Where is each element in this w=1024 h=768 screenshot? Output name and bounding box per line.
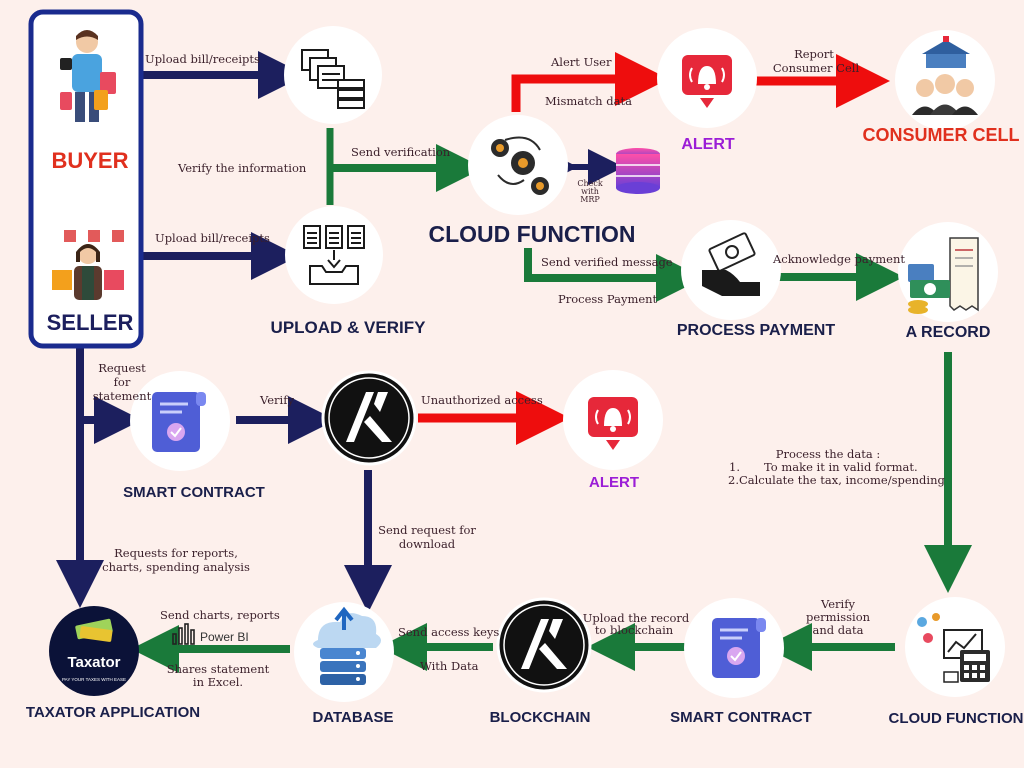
label-send-request-2: download	[399, 537, 456, 551]
edge-labels: Upload bill/receipts Upload bill/receipt…	[93, 47, 946, 689]
cloud-function-bottom-node[interactable]: CLOUD FUNCTION	[889, 597, 1024, 727]
label-process-data-1-num: 1.	[729, 460, 740, 474]
label-alert-user: Alert User	[550, 55, 612, 69]
label-request-2: for	[114, 375, 131, 389]
files-database-icon	[301, 49, 365, 109]
algorand-logo-icon-bottom	[521, 619, 567, 669]
buyer-label: BUYER	[51, 148, 128, 173]
label-requests-reports-1: Requests for reports,	[114, 546, 238, 560]
payment-hand-icon	[702, 232, 760, 296]
power-bi-badge: Power BI	[172, 623, 249, 645]
label-check: Check	[577, 179, 602, 188]
upload-docs-node[interactable]	[284, 26, 382, 124]
label-verify-perm-1: Verify	[820, 597, 855, 611]
label-send-access: Send access keys	[398, 625, 499, 639]
label-verify-info: Verify the information	[177, 161, 307, 175]
alert-top-label: ALERT	[681, 136, 735, 153]
process-payment-circle	[681, 220, 781, 320]
label-process-data-1: To make it in valid format.	[764, 460, 918, 474]
cloud-function-top-node[interactable]: CLOUD FUNCTION	[429, 115, 636, 247]
alert-mid-label: ALERT	[589, 474, 639, 491]
database-label: DATABASE	[312, 709, 393, 726]
label-ack-payment: Acknowledge payment	[772, 252, 905, 266]
blockchain-mid-node[interactable]	[321, 370, 417, 466]
taxator-application-node[interactable]: Taxator PAY YOUR TAXES WITH EASE TAXATOR…	[26, 606, 200, 721]
smart-contract-bottom-label: SMART CONTRACT	[670, 709, 812, 726]
bell-alert-icon-mid	[588, 397, 638, 450]
contract-scroll-icon	[152, 392, 206, 452]
government-building-icon	[912, 36, 978, 115]
taxator-tagline: PAY YOUR TAXES WITH EASE	[62, 677, 126, 682]
a-record-node[interactable]: A RECORD	[898, 222, 998, 341]
label-request-3: statement	[93, 389, 152, 403]
label-upload-buyer: Upload bill/receipts	[145, 52, 260, 66]
label-report-1: Report	[794, 47, 834, 61]
label-upload-record-2: to blockchain	[595, 623, 674, 637]
blockchain-bottom-label: BLOCKCHAIN	[490, 709, 591, 726]
arrow-alert-user	[511, 52, 669, 112]
process-payment-label: PROCESS PAYMENT	[677, 322, 835, 339]
label-upload-record-1: Upload the record	[583, 611, 690, 625]
bell-alert-icon	[682, 55, 732, 108]
label-send-charts: Send charts, reports	[160, 608, 280, 622]
label-unauthorized: Unauthorized access	[421, 393, 543, 407]
buyer-icon	[60, 30, 116, 122]
cloud-function-top-label: CLOUD FUNCTION	[429, 221, 636, 247]
label-requests-reports-2: charts, spending analysis	[102, 560, 250, 574]
label-verify-perm-2: permission	[806, 610, 871, 624]
power-bi-label: Power BI	[200, 630, 249, 644]
buyer-node[interactable]: BUYER	[37, 26, 137, 173]
taxator-money-icon	[75, 618, 113, 642]
document-upload-icon	[303, 225, 365, 285]
taxator-application-label: TAXATOR APPLICATION	[26, 704, 200, 721]
label-upload-seller: Upload bill/receipts	[155, 231, 270, 245]
label-verify-perm-3: and data	[813, 623, 864, 637]
process-payment-node[interactable]: PROCESS PAYMENT	[677, 220, 835, 339]
taxator-logo-text: Taxator	[67, 654, 120, 671]
receipt-money-icon	[908, 237, 979, 314]
alert-mid-node[interactable]: ALERT	[563, 370, 663, 491]
cloud-database-icon	[313, 606, 381, 685]
blockchain-bottom-node[interactable]: BLOCKCHAIN	[490, 597, 592, 726]
arrow-send-verified	[524, 248, 704, 302]
consumer-cell-label: CONSUMER CELL	[863, 125, 1020, 145]
label-send-request-1: Send request for	[378, 523, 476, 537]
upload-verify-label: UPLOAD & VERIFY	[271, 318, 427, 337]
label-mrp: MRP	[580, 195, 600, 204]
contract-scroll-icon-bottom	[712, 618, 766, 678]
label-shares-2: in Excel.	[193, 675, 243, 689]
power-bi-icon	[172, 623, 195, 645]
upload-verify-node[interactable]: UPLOAD & VERIFY	[271, 206, 427, 337]
label-mismatch: Mismatch data	[545, 94, 632, 108]
mrp-database-icon	[616, 148, 660, 194]
label-verify: Verify	[259, 393, 294, 407]
database-node[interactable]: DATABASE	[294, 602, 394, 726]
label-report-2: Consumer Cell	[773, 61, 860, 75]
connectors	[56, 51, 972, 673]
consumer-cell-node[interactable]: CONSUMER CELL	[863, 30, 1020, 145]
smart-contract-left-node[interactable]: SMART CONTRACT	[123, 371, 265, 501]
label-send-verification: Send verification	[351, 145, 451, 159]
label-process-data-2: 2.Calculate the tax, income/spending	[728, 473, 945, 487]
label-request-1: Request	[98, 361, 146, 375]
alert-top-node[interactable]: ALERT	[657, 28, 757, 153]
algorand-logo-icon	[346, 392, 392, 442]
label-process-payment: Process Payment	[558, 292, 658, 306]
cloud-function-bottom-label: CLOUD FUNCTION	[889, 710, 1024, 727]
label-process-data-title: Process the data :	[776, 447, 881, 461]
label-send-verified: Send verified message	[541, 255, 673, 269]
seller-node[interactable]: SELLER	[38, 206, 138, 335]
label-with: with	[581, 187, 599, 196]
taxator-circle	[49, 606, 139, 696]
a-record-label: A RECORD	[906, 324, 991, 341]
label-shares-1: Shares statement	[167, 662, 270, 676]
gears-icon	[491, 136, 549, 195]
seller-label: SELLER	[47, 310, 134, 335]
calculator-chart-icon	[917, 613, 990, 683]
smart-contract-left-label: SMART CONTRACT	[123, 484, 265, 501]
seller-icon	[52, 230, 124, 300]
label-with-data: With Data	[420, 659, 479, 673]
smart-contract-bottom-node[interactable]: SMART CONTRACT	[670, 598, 812, 726]
